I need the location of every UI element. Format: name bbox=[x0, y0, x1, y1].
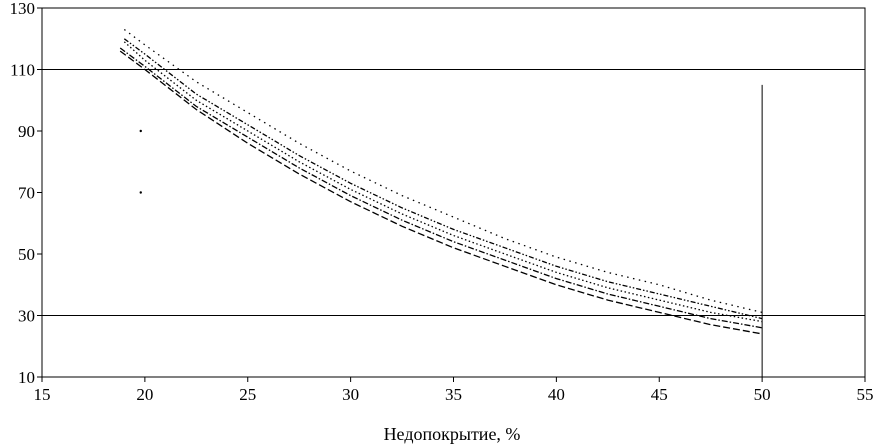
plot-area bbox=[37, 7, 866, 382]
stray-point bbox=[139, 129, 142, 133]
y-tick-label: 70 bbox=[18, 184, 35, 203]
y-tick-label: 50 bbox=[18, 245, 35, 264]
x-tick-label: 30 bbox=[342, 385, 359, 404]
x-tick-label: 20 bbox=[136, 385, 153, 404]
series-line-4 bbox=[123, 38, 763, 320]
series-layer bbox=[119, 28, 763, 335]
x-tick-label: 35 bbox=[445, 385, 462, 404]
x-tick-label: 55 bbox=[857, 385, 874, 404]
x-tick-label: 45 bbox=[651, 385, 668, 404]
series-line-3 bbox=[123, 41, 763, 323]
reference-lines bbox=[42, 69, 865, 377]
y-tick-label: 90 bbox=[18, 122, 35, 141]
y-tick-label: 30 bbox=[18, 307, 35, 326]
x-axis-title: Недопокрытие, % bbox=[384, 424, 521, 444]
tick-labels: 15 20 25 30 35 40 45 50 55 10 30 50 70 90 110 130 bbox=[10, 0, 874, 404]
plot-border bbox=[41, 7, 866, 378]
series-line-1 bbox=[119, 50, 763, 335]
y-tick-label: 10 bbox=[18, 368, 35, 387]
series-line-5 bbox=[123, 28, 763, 314]
x-tick-label: 15 bbox=[34, 385, 51, 404]
stray-point bbox=[139, 191, 142, 194]
x-tick-label: 40 bbox=[548, 385, 565, 404]
y-tick-label: 130 bbox=[10, 0, 36, 18]
series-line-2 bbox=[119, 47, 763, 329]
x-tick-label: 25 bbox=[239, 385, 256, 404]
x-tick-label: 50 bbox=[754, 385, 771, 404]
y-tick-label: 110 bbox=[10, 61, 35, 80]
